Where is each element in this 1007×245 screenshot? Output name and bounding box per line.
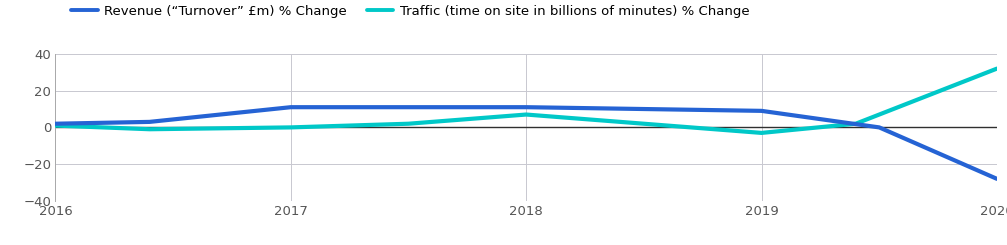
Line: Traffic (time on site in billions of minutes) % Change: Traffic (time on site in billions of min… xyxy=(55,69,997,133)
Traffic (time on site in billions of minutes) % Change xyxy=(403,122,415,125)
Revenue (“Turnover” £m) % Change xyxy=(520,106,532,109)
Legend: Revenue (“Turnover” £m) % Change, Traffic (time on site in billions of minutes) : Revenue (“Turnover” £m) % Change, Traffi… xyxy=(71,5,749,18)
Traffic (time on site in billions of minutes) % Change xyxy=(755,132,767,135)
Revenue (“Turnover” £m) % Change xyxy=(49,122,61,125)
Traffic (time on site in billions of minutes) % Change xyxy=(49,124,61,127)
Traffic (time on site in billions of minutes) % Change xyxy=(520,113,532,116)
Revenue (“Turnover” £m) % Change xyxy=(755,110,767,112)
Traffic (time on site in billions of minutes) % Change xyxy=(850,122,862,125)
Traffic (time on site in billions of minutes) % Change xyxy=(285,126,297,129)
Revenue (“Turnover” £m) % Change xyxy=(991,177,1003,180)
Traffic (time on site in billions of minutes) % Change xyxy=(991,67,1003,70)
Revenue (“Turnover” £m) % Change xyxy=(873,126,885,129)
Traffic (time on site in billions of minutes) % Change xyxy=(144,128,156,131)
Revenue (“Turnover” £m) % Change xyxy=(144,121,156,123)
Line: Revenue (“Turnover” £m) % Change: Revenue (“Turnover” £m) % Change xyxy=(55,107,997,179)
Revenue (“Turnover” £m) % Change xyxy=(285,106,297,109)
